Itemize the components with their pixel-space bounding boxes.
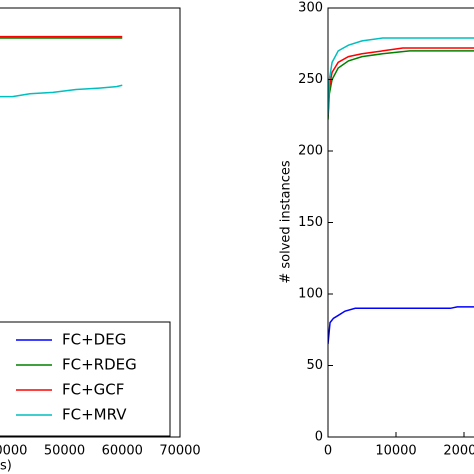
y-tick-label: 100 xyxy=(298,287,323,302)
legend-label: FC+RDEG xyxy=(62,356,137,374)
y-axis-label: # solved instances xyxy=(279,160,294,284)
legend-box xyxy=(0,321,171,437)
y-tick-label: 250 xyxy=(298,72,323,87)
y-tick-label: 300 xyxy=(298,1,323,16)
x-tick-label: 40000 xyxy=(0,444,27,459)
plot xyxy=(328,37,474,345)
legend-label: FC+MRV xyxy=(62,406,127,424)
legend-label: FC+DEG xyxy=(62,331,126,349)
x-tick-label: 50000 xyxy=(44,444,85,459)
line xyxy=(328,37,474,116)
line xyxy=(328,306,474,345)
y-tick-label: 150 xyxy=(298,215,323,230)
line xyxy=(328,50,474,120)
line xyxy=(328,47,474,116)
x-axis-label: s) xyxy=(0,459,12,474)
x-tick-label: 0 xyxy=(324,444,332,459)
y-tick-label: 200 xyxy=(298,144,323,159)
x-tick-label: 60000 xyxy=(102,444,143,459)
line xyxy=(0,84,123,98)
y-tick-label: 0 xyxy=(315,430,323,445)
x-tick-label: 10000 xyxy=(375,444,416,459)
legend-label: FC+GCF xyxy=(62,381,124,399)
plot-frame xyxy=(327,7,474,438)
y-tick-label: 50 xyxy=(306,358,323,373)
x-tick-label: 70000 xyxy=(159,444,200,459)
